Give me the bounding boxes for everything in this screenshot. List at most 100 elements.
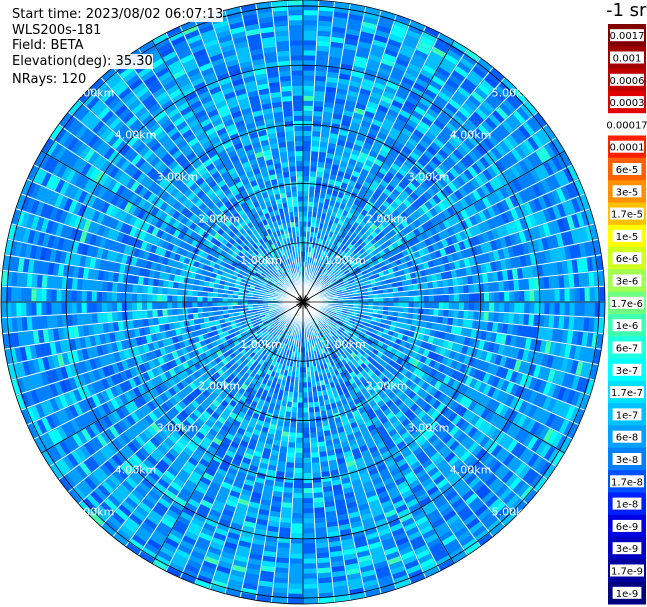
range-gate xyxy=(323,329,329,335)
range-gate xyxy=(318,577,332,584)
range-gate xyxy=(303,493,313,499)
range-gate xyxy=(331,364,338,371)
range-gate xyxy=(426,322,433,329)
range-gate xyxy=(370,373,378,381)
range-gate xyxy=(384,509,397,518)
range-gate xyxy=(433,390,442,400)
range-gate xyxy=(484,302,490,312)
range-gate xyxy=(438,444,449,455)
range-gate xyxy=(497,418,508,431)
range-gate xyxy=(334,590,349,598)
range-gate xyxy=(519,337,527,349)
range-gate xyxy=(422,315,429,322)
range-gate xyxy=(330,312,336,317)
range-gate xyxy=(460,450,471,462)
range-gate xyxy=(465,328,472,338)
range-gate xyxy=(317,567,331,574)
range-gate xyxy=(391,495,403,504)
range-gate xyxy=(392,570,407,580)
range-gate xyxy=(413,308,419,314)
range-gate xyxy=(416,549,431,560)
range-gate xyxy=(385,424,395,433)
range-gate xyxy=(494,302,500,312)
range-gate xyxy=(152,317,159,326)
range-gate xyxy=(315,339,320,345)
range-gate xyxy=(341,398,348,406)
range-gate xyxy=(41,289,47,302)
range-gate xyxy=(386,513,399,523)
range-gate xyxy=(324,435,332,442)
range-gate xyxy=(436,478,449,489)
range-gate xyxy=(397,373,405,381)
range-gate xyxy=(538,380,547,394)
range-gate xyxy=(373,420,383,429)
range-gate xyxy=(294,478,303,484)
range-gate xyxy=(459,420,470,432)
range-gate xyxy=(318,587,333,594)
range-gate xyxy=(397,402,406,411)
range-gate xyxy=(327,308,333,312)
range-gate xyxy=(480,350,488,361)
range-gate xyxy=(440,406,450,416)
range-gate xyxy=(457,530,471,543)
range-gate xyxy=(26,288,32,302)
range-gate xyxy=(303,347,306,353)
range-gate xyxy=(448,350,456,360)
range-gate xyxy=(285,411,292,418)
range-gate xyxy=(41,302,47,315)
range-gate xyxy=(337,367,343,374)
range-gate xyxy=(197,312,204,319)
range-gate xyxy=(202,286,209,292)
range-gate xyxy=(282,502,292,508)
range-gate xyxy=(352,426,360,434)
range-gate xyxy=(514,336,522,348)
range-gate xyxy=(498,467,510,480)
range-gate xyxy=(197,291,203,297)
range-gate xyxy=(102,312,108,323)
range-gate xyxy=(501,470,514,484)
range-gate xyxy=(361,449,371,457)
range-gate xyxy=(323,486,333,493)
range-gate xyxy=(289,340,293,346)
range-gate xyxy=(415,353,423,361)
range-gate xyxy=(232,302,238,306)
range-gate xyxy=(157,279,164,287)
range-gate xyxy=(295,447,303,453)
range-gate xyxy=(276,399,282,406)
range-gate xyxy=(570,407,580,422)
range-gate xyxy=(348,511,360,519)
range-gate xyxy=(346,334,352,340)
range-gate xyxy=(493,312,499,322)
range-gate xyxy=(419,400,428,410)
range-gate xyxy=(433,455,444,466)
range-gate xyxy=(521,325,529,337)
range-gate xyxy=(413,465,424,475)
range-gate xyxy=(358,323,364,329)
range-gate xyxy=(254,528,267,536)
range-gate xyxy=(310,442,318,448)
range-gate xyxy=(389,325,396,332)
range-gate xyxy=(106,302,112,312)
range-gate xyxy=(311,340,315,347)
range-gate xyxy=(207,307,213,312)
range-gate xyxy=(318,327,323,333)
range-gate xyxy=(242,587,257,596)
range-gate xyxy=(66,302,72,314)
range-gate xyxy=(438,309,444,317)
range-gate xyxy=(152,286,158,294)
range-gate xyxy=(291,528,303,534)
range-gate xyxy=(251,491,262,499)
range-gate xyxy=(348,378,355,385)
range-gate xyxy=(442,486,455,497)
range-gate xyxy=(324,357,330,363)
range-gate xyxy=(327,525,339,533)
range-gate xyxy=(122,274,129,283)
range-gate xyxy=(343,329,350,335)
range-gate xyxy=(56,302,62,315)
range-gate xyxy=(359,331,366,337)
range-gate xyxy=(339,316,346,321)
range-gate xyxy=(439,331,446,340)
range-gate xyxy=(348,302,354,305)
range-gate xyxy=(467,319,474,329)
range-gate xyxy=(517,414,527,428)
